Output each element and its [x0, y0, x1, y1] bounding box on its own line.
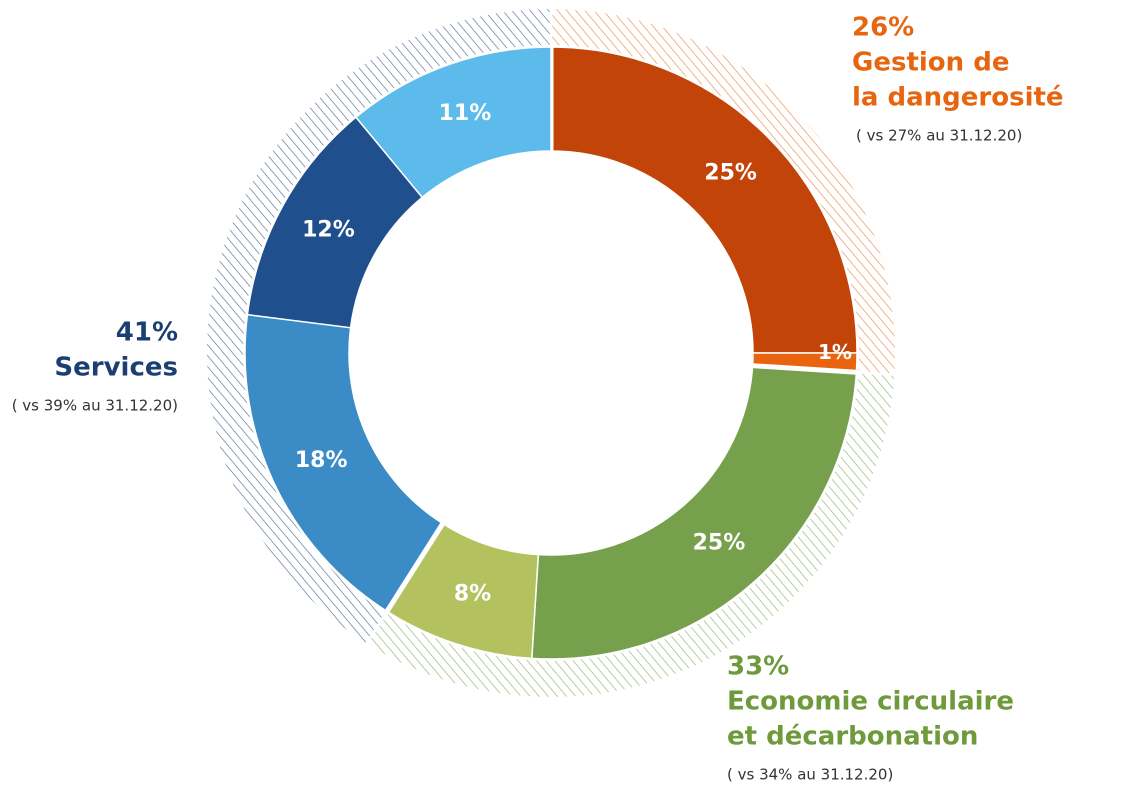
group-note: ( vs 39% au 31.12.20) — [12, 397, 178, 415]
slice-label: 11% — [439, 101, 492, 126]
group-value-label: 33% — [727, 652, 789, 682]
group-name: Gestion de — [852, 48, 1009, 78]
group-note: ( vs 34% au 31.12.20) — [727, 766, 893, 784]
group-note: ( vs 27% au 31.12.20) — [856, 127, 1022, 145]
group-name: et décarbonation — [727, 722, 978, 752]
slice — [530, 364, 858, 660]
slice-label: 25% — [693, 531, 746, 556]
group-hatch — [552, 9, 895, 374]
group-name: la dangerosité — [852, 83, 1064, 113]
slice-label: 18% — [295, 448, 348, 473]
group-hatch — [206, 9, 550, 643]
slice-label: 8% — [454, 582, 491, 607]
slice — [354, 46, 552, 199]
group-name: Economie circulaire — [727, 687, 1014, 717]
slice — [550, 46, 858, 354]
group-value-label: 26% — [852, 13, 914, 43]
group-value-label: 41% — [116, 318, 178, 348]
group-separator — [750, 363, 861, 375]
group-separator — [382, 520, 446, 617]
slice-label: 12% — [302, 218, 355, 243]
group-hatch — [367, 373, 895, 698]
slice-label: 25% — [704, 160, 757, 185]
slice-label: 1% — [818, 340, 852, 364]
group-name: Services — [54, 353, 178, 383]
